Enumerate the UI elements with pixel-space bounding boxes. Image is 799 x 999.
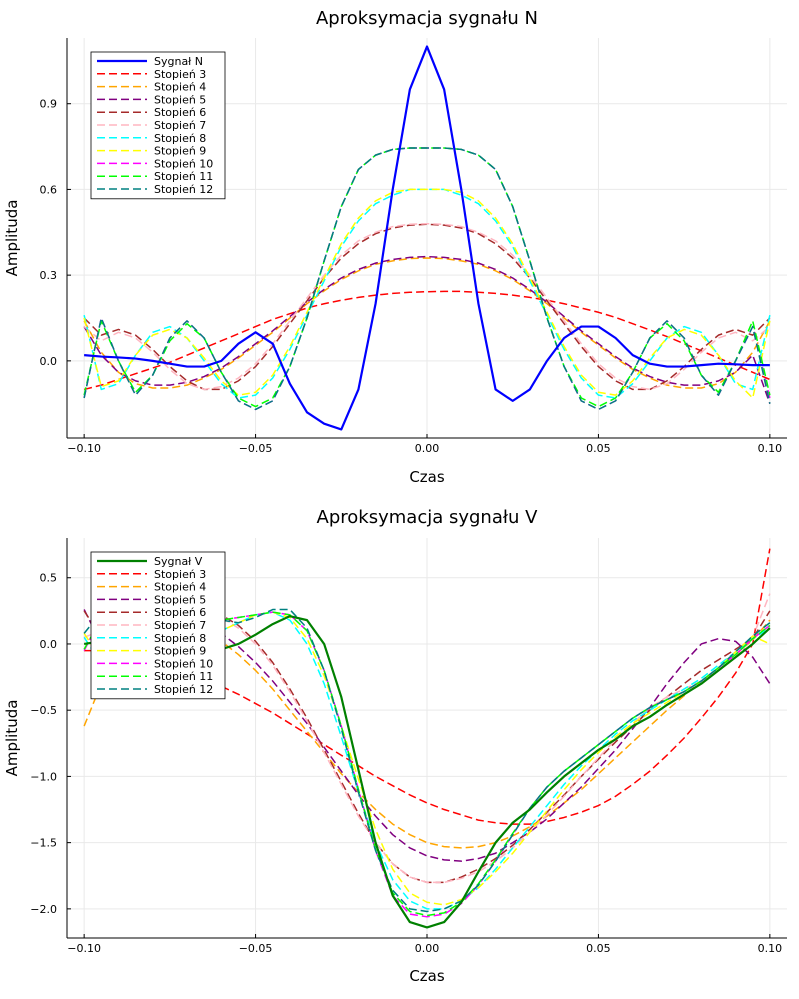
legend-label: Stopień 12 [154,683,213,696]
legend-label: Stopień 11 [154,670,213,683]
x-axis-label: Czas [409,967,445,985]
series-group [83,45,771,431]
legend-label: Stopień 4 [154,81,206,94]
y-axis-label: Amplituda [3,700,21,777]
x-tick-label: 0.00 [415,942,440,955]
series-line-stopie-11 [83,611,771,917]
y-tick-label: 0.6 [40,183,58,196]
series-line-stopie-7 [83,593,771,884]
legend-label: Stopień 3 [154,568,206,581]
series-line-stopie-12 [83,608,771,913]
series-line-stopie-7 [83,222,771,391]
y-axis-label: Amplituda [3,200,21,277]
legend-label: Stopień 6 [154,106,206,119]
chart-signal-v: Aproksymacja sygnału V −0.10 −0.05 0.00 0.05… [3,507,787,985]
x-tick-label: −0.10 [67,942,101,955]
chart-title: Aproksymacja sygnału N [316,8,538,29]
series-line-sygna-n [84,45,770,431]
y-tick-label: −2.0 [30,903,57,916]
legend-label: Stopień 7 [154,119,206,132]
legend-label: Stopień 10 [154,657,213,670]
x-tick-label: 0.10 [758,942,783,955]
legend-label: Stopień 12 [154,183,213,196]
series-line-stopie-9 [83,188,771,399]
legend-label: Stopień 3 [154,68,206,81]
x-tick-label: 0.00 [415,442,440,455]
y-tick-label: 0.3 [40,269,58,282]
x-tick-label: −0.10 [67,442,101,455]
legend-label: Sygnał V [154,555,203,568]
x-tick-label: 0.05 [586,442,611,455]
legend-label: Stopień 11 [154,170,213,183]
legend-label: Stopień 7 [154,619,206,632]
series-line-stopie-3 [84,548,771,825]
y-tick-label: −1.0 [30,770,57,783]
x-tick-label: 0.05 [586,942,611,955]
y-tick-label: 0.0 [40,638,58,651]
legend-label: Stopień 5 [154,593,206,606]
y-tick-label: 0.5 [40,572,58,585]
y-tick-label: −0.5 [30,704,57,717]
x-tick-label: −0.05 [239,442,273,455]
y-tick-label: 0.0 [40,355,58,368]
chart-title: Aproksymacja sygnału V [317,507,539,528]
series-line-stopie-12 [83,147,771,411]
legend-label: Stopień 10 [154,157,213,170]
legend-label: Stopień 9 [154,145,206,158]
x-tick-label: 0.10 [758,442,783,455]
y-tick-label: 0.9 [40,98,58,111]
y-tick-label: −1.5 [30,837,57,850]
legend-label: Stopień 8 [154,632,206,645]
legend-label: Stopień 5 [154,93,206,106]
x-tick-label: −0.05 [239,942,273,955]
series-line-stopie-4 [83,257,771,389]
legend-label: Sygnał N [154,55,203,68]
series-line-stopie-6 [83,223,771,391]
chart-signal-n: Aproksymacja sygnału N −0.10 −0.05 0.00 0.05… [3,8,787,486]
x-axis-label: Czas [409,468,445,486]
legend-label: Stopień 9 [154,645,206,658]
legend-label: Stopień 6 [154,606,206,619]
legend-label: Stopień 8 [154,132,206,145]
legend-label: Stopień 4 [154,581,206,594]
